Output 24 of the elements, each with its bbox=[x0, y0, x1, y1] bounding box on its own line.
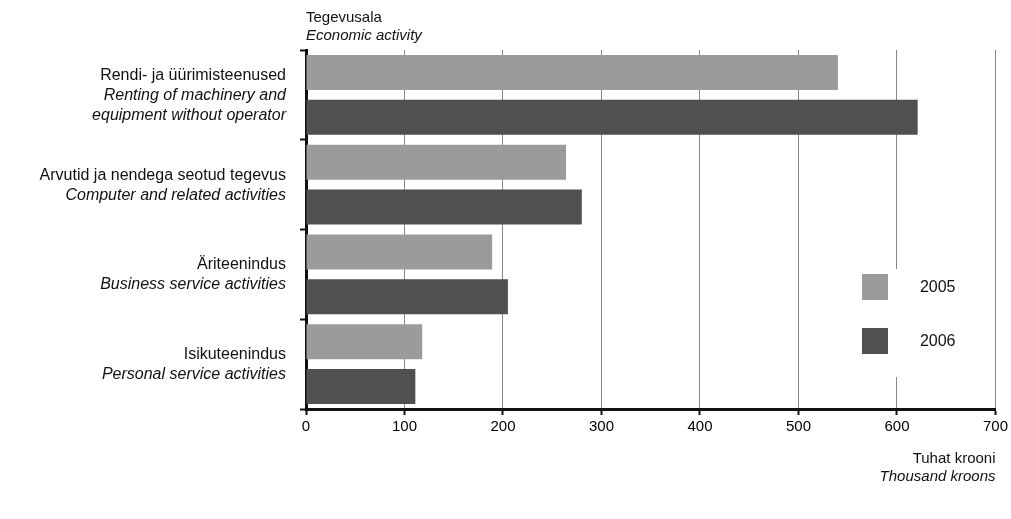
y-tick-label: Arvutid ja nendega seotud tegevus Computer and related activities bbox=[39, 164, 286, 205]
y-tick-label: Äriteenindus Business service activities bbox=[100, 254, 286, 295]
bar bbox=[306, 369, 416, 405]
bar bbox=[306, 99, 918, 135]
x-tick-label: 600 bbox=[884, 417, 910, 435]
bar bbox=[306, 279, 508, 315]
x-tick-label: 200 bbox=[490, 417, 516, 435]
bar bbox=[306, 189, 582, 225]
x-tick-label: 300 bbox=[588, 417, 615, 435]
bar bbox=[306, 54, 838, 90]
x-tick-label: 100 bbox=[391, 417, 418, 435]
x-tick-label: 500 bbox=[785, 417, 812, 435]
x-tick-label: 0 bbox=[301, 417, 311, 435]
bar bbox=[306, 324, 423, 360]
x-axis-title: Tuhat krooni Thousand kroons bbox=[879, 449, 996, 485]
legend-label: 2006 bbox=[919, 332, 956, 350]
bar bbox=[306, 234, 493, 270]
x-tick-label: 400 bbox=[687, 417, 713, 435]
legend-label: 2005 bbox=[919, 278, 956, 296]
y-tick-label: Isikuteenindus Personal service activities bbox=[101, 344, 286, 385]
y-axis-title: Tegevusala Economic activity bbox=[306, 8, 422, 44]
x-tick-label: 700 bbox=[982, 417, 1008, 435]
y-tick-label: Rendi- ja üürimisteenused Renting of machinery and equipment without operator bbox=[92, 64, 286, 125]
bar bbox=[306, 144, 567, 180]
